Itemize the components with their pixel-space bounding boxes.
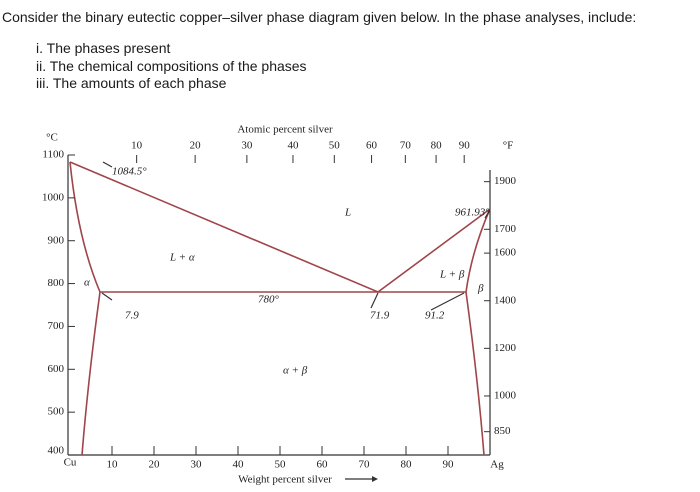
top-tick-label: 90 bbox=[459, 140, 471, 152]
right-tick-label: 1200 bbox=[494, 342, 517, 354]
bottom-tick-label: 40 bbox=[233, 459, 245, 471]
left-tick-label: 1100 bbox=[42, 149, 64, 161]
leader bbox=[101, 292, 113, 301]
left-tick-label: 500 bbox=[48, 406, 65, 418]
left-tick-label: 400 bbox=[48, 445, 65, 457]
axis-title: Atomic percent silver bbox=[237, 124, 333, 136]
top-tick-label: 30 bbox=[241, 140, 253, 152]
annotation: L + β bbox=[439, 269, 465, 281]
right-tick-label: 1000 bbox=[494, 389, 517, 401]
alpha-solvus bbox=[81, 291, 101, 456]
arrow-head bbox=[372, 476, 378, 482]
leader bbox=[370, 292, 379, 309]
item: iii. The amounts of each phase bbox=[36, 75, 227, 91]
alpha-solidus bbox=[69, 161, 101, 293]
top-tick-label: 70 bbox=[400, 140, 412, 152]
right-tick-label: 1600 bbox=[494, 247, 517, 259]
beta-solidus bbox=[465, 208, 491, 293]
bottom-tick-label: 10 bbox=[107, 459, 119, 471]
left-tick-label: 800 bbox=[48, 277, 65, 289]
leader bbox=[484, 209, 491, 219]
top-tick-label: 50 bbox=[329, 140, 341, 152]
right-tick-label: 1900 bbox=[494, 175, 517, 187]
left-tick-label: 1000 bbox=[42, 191, 65, 203]
bottom-tick-label: 30 bbox=[191, 459, 203, 471]
left-tick-label: 700 bbox=[48, 320, 65, 332]
bottom-tick-label: 20 bbox=[149, 459, 161, 471]
bottom-tick-label: 60 bbox=[317, 459, 329, 471]
annotation: L bbox=[344, 207, 351, 219]
leader bbox=[102, 161, 113, 168]
unit: °F bbox=[503, 140, 514, 152]
annotation: β bbox=[477, 283, 484, 295]
annotation: α bbox=[84, 277, 90, 289]
annotation: 71.9 bbox=[370, 310, 390, 322]
top-tick-label: 60 bbox=[366, 140, 378, 152]
liquidus bbox=[69, 161, 491, 293]
annotation: 780° bbox=[258, 294, 280, 306]
annotation: α + β bbox=[283, 365, 308, 377]
top-tick-label: 20 bbox=[190, 140, 202, 152]
leader bbox=[430, 292, 465, 311]
item: i. The phases present bbox=[36, 40, 171, 56]
top-tick-label: 40 bbox=[287, 140, 299, 152]
bottom-tick-label: 50 bbox=[275, 459, 287, 471]
unit: °C bbox=[46, 132, 58, 144]
annotation: 7.9 bbox=[125, 310, 139, 322]
right-tick-label: 1400 bbox=[494, 294, 517, 306]
left-tick-label: 600 bbox=[48, 363, 65, 375]
right-tick-label: 850 bbox=[494, 425, 511, 437]
end-label: Ag bbox=[490, 459, 504, 471]
top-tick-label: 80 bbox=[431, 140, 443, 152]
annotation: 961.93° bbox=[455, 207, 490, 219]
bottom-tick-label: 90 bbox=[443, 459, 455, 471]
right-tick-label: 1700 bbox=[494, 223, 517, 235]
left-tick-label: 900 bbox=[48, 234, 65, 246]
axis-title: Weight percent silver bbox=[238, 474, 332, 486]
beta-solvus bbox=[465, 291, 485, 456]
question: Consider the binary eutectic copper–silv… bbox=[2, 9, 637, 25]
annotation: 1084.5° bbox=[112, 166, 147, 178]
annotation: 91.2 bbox=[425, 310, 445, 322]
bottom-tick-label: 70 bbox=[359, 459, 371, 471]
annotation: L + α bbox=[169, 252, 195, 264]
top-tick-label: 10 bbox=[131, 140, 143, 152]
item: ii. The chemical compositions of the pha… bbox=[36, 58, 307, 74]
bottom-tick-label: 80 bbox=[401, 459, 413, 471]
end-label: Cu bbox=[64, 457, 77, 469]
